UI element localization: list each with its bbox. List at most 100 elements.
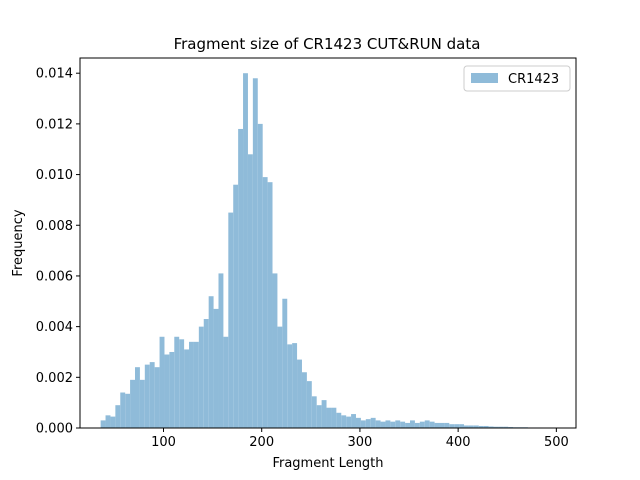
histogram-bar <box>488 426 494 428</box>
histogram-bar <box>174 336 180 428</box>
x-tick-label: 300 <box>348 435 373 450</box>
histogram-bar <box>473 425 479 428</box>
histogram-bar <box>331 407 337 428</box>
histogram-bar <box>213 308 219 428</box>
histogram-bar <box>297 359 302 428</box>
histogram-bar <box>424 420 430 428</box>
histogram-bar <box>370 417 376 428</box>
y-tick-label: 0.012 <box>36 117 73 132</box>
histogram-bar <box>247 154 253 429</box>
histogram-bar <box>464 425 469 428</box>
histogram-bar <box>400 421 406 428</box>
histogram-bar <box>120 392 126 428</box>
histogram-bar <box>365 419 371 428</box>
histogram-bar <box>233 184 239 428</box>
histogram-bar <box>503 426 509 428</box>
histogram-bar <box>218 273 224 428</box>
histogram-bar <box>203 319 209 428</box>
histogram-bar <box>405 422 411 428</box>
histogram-bar <box>277 326 283 428</box>
histogram-bar <box>110 416 116 428</box>
legend: CR1423 <box>463 65 571 92</box>
histogram-bar <box>483 425 489 428</box>
histogram-bar <box>130 379 135 428</box>
histogram-bar <box>311 396 317 428</box>
histogram-bar <box>179 339 185 428</box>
x-tick-label: 200 <box>249 435 274 450</box>
histogram-bar <box>336 412 342 428</box>
histogram-bar <box>449 424 455 428</box>
histogram-bar <box>228 212 234 428</box>
histogram-bar <box>154 367 160 428</box>
histogram-bar <box>100 420 106 428</box>
histogram-bar <box>149 362 155 428</box>
histogram-bar <box>262 177 268 428</box>
histogram-bar <box>395 420 401 428</box>
legend-swatch-cr1423 <box>471 73 498 83</box>
histogram-bar <box>414 422 420 428</box>
histogram-bar <box>105 415 111 428</box>
histogram-bar <box>252 78 258 429</box>
histogram-bar <box>243 73 248 429</box>
y-tick-label: 0.014 <box>36 67 73 82</box>
histogram-bar <box>341 415 347 428</box>
histogram-bar <box>355 417 361 428</box>
histogram-bar <box>125 393 131 428</box>
histogram-bar <box>454 424 460 428</box>
histogram-bar <box>419 421 425 428</box>
histogram-bar <box>306 381 312 428</box>
legend-box <box>463 65 571 92</box>
y-tick-label: 0.002 <box>36 371 73 386</box>
histogram-bar <box>238 128 244 428</box>
histogram-bar <box>267 182 273 428</box>
histogram-bar <box>380 421 386 428</box>
chart-title: Fragment size of CR1423 CUT&RUN data <box>174 35 481 53</box>
histogram-bar <box>346 416 352 428</box>
histogram-bar <box>135 367 140 428</box>
histogram-bar <box>223 336 229 428</box>
x-tick-label: 500 <box>544 435 569 450</box>
histogram-bar <box>282 298 288 428</box>
histogram-bar <box>468 425 474 428</box>
y-tick-label: 0.006 <box>36 269 73 284</box>
histogram-bar <box>198 326 204 428</box>
y-axis-ticks: 0.000 0.002 0.004 0.006 0.008 0.010 0.012 0.014 <box>36 67 80 437</box>
y-tick-label: 0.004 <box>36 320 73 335</box>
y-tick-label: 0.000 <box>36 422 73 437</box>
histogram-bar <box>459 424 465 428</box>
y-tick-label: 0.010 <box>36 168 73 183</box>
legend-label-cr1423: CR1423 <box>508 72 559 87</box>
histogram-bar <box>292 343 298 428</box>
histogram-bars <box>100 73 558 429</box>
histogram-bar <box>351 414 356 428</box>
y-tick-label: 0.008 <box>36 219 73 234</box>
histogram-bar <box>184 349 190 428</box>
x-axis-ticks: 100 200 300 400 500 <box>151 428 569 450</box>
histogram-bar <box>257 123 263 428</box>
plot-frame <box>79 57 577 429</box>
histogram-bar <box>321 400 327 428</box>
histogram-bar <box>508 426 514 428</box>
histogram-bar <box>493 426 499 428</box>
histogram-bar <box>164 354 170 428</box>
histogram-bar <box>444 422 450 428</box>
x-tick-label: 100 <box>151 435 176 450</box>
histogram-bar <box>159 336 165 428</box>
histogram-bar <box>301 372 307 428</box>
x-axis-label: Fragment Length <box>272 456 383 471</box>
histogram-bar <box>316 405 322 428</box>
histogram-bar <box>139 379 145 428</box>
histogram-bar <box>326 407 332 428</box>
histogram-bar <box>360 420 366 428</box>
histogram-bar <box>189 341 194 428</box>
histogram-bar <box>478 425 484 428</box>
histogram-bar <box>375 420 381 428</box>
histogram-bar <box>439 422 445 428</box>
histogram-bar <box>287 344 293 428</box>
histogram-bar <box>385 420 391 428</box>
histogram-bar <box>144 364 150 428</box>
histogram-bar <box>498 426 504 428</box>
histogram-bar <box>429 421 435 428</box>
x-tick-label: 400 <box>446 435 471 450</box>
